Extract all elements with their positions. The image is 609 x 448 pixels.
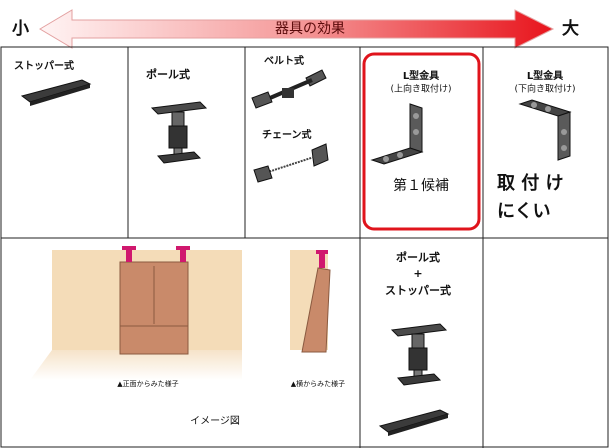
belt-label: ベルト式 <box>264 54 304 67</box>
combo-stopper-icon <box>379 409 449 437</box>
l-up-badge: 第１候補 <box>393 177 449 194</box>
combo-pole-icon <box>391 323 447 386</box>
l-up-icon <box>371 103 423 165</box>
large-label: 大 <box>562 18 579 39</box>
stopper-label: ストッパー式 <box>14 59 74 72</box>
chain-label: チェーン式 <box>262 128 312 141</box>
l-down-remark-2: にくい <box>497 201 551 222</box>
front-caption: ▲正面からみた様子 <box>117 379 178 388</box>
effect-title: 器具の効果 <box>275 21 345 37</box>
first-choice-frame <box>362 52 481 231</box>
l-up-title: L型金具 <box>403 69 439 82</box>
combo-line-3: ストッパー式 <box>385 283 451 297</box>
table-grid <box>0 46 609 448</box>
side-view <box>290 250 331 353</box>
belt-icon <box>251 69 327 109</box>
l-down-note: (下向き取付け) <box>514 83 575 95</box>
stopper-icon <box>21 79 91 107</box>
l-down-remark-1: 取 付 け <box>497 172 564 194</box>
pole-label: ポール式 <box>146 67 190 81</box>
side-caption: ▲横からみた様子 <box>291 379 345 388</box>
pole-icon <box>151 101 207 164</box>
l-down-title: L型金具 <box>527 69 563 82</box>
l-up-note: (上向き取付け) <box>390 83 451 95</box>
combo-line-1: ポール式 <box>396 250 440 264</box>
l-down-icon <box>519 99 571 161</box>
front-view <box>30 246 242 380</box>
chain-icon <box>253 143 329 183</box>
combo-line-2: + <box>413 267 422 280</box>
image-caption: イメージ図 <box>190 415 240 427</box>
small-label: 小 <box>12 19 29 39</box>
effect-arrow <box>39 9 555 49</box>
